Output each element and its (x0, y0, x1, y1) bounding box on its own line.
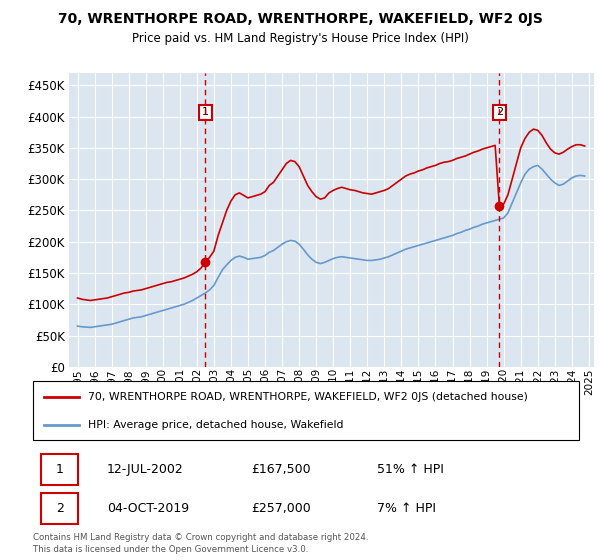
Text: 70, WRENTHORPE ROAD, WRENTHORPE, WAKEFIELD, WF2 0JS: 70, WRENTHORPE ROAD, WRENTHORPE, WAKEFIE… (58, 12, 542, 26)
Text: Contains HM Land Registry data © Crown copyright and database right 2024.
This d: Contains HM Land Registry data © Crown c… (33, 533, 368, 554)
Text: £257,000: £257,000 (251, 502, 311, 515)
Text: 2: 2 (56, 502, 64, 515)
Text: 1: 1 (56, 463, 64, 475)
Text: 7% ↑ HPI: 7% ↑ HPI (377, 502, 436, 515)
FancyBboxPatch shape (41, 455, 79, 486)
Text: Price paid vs. HM Land Registry's House Price Index (HPI): Price paid vs. HM Land Registry's House … (131, 32, 469, 45)
Text: HPI: Average price, detached house, Wakefield: HPI: Average price, detached house, Wake… (88, 420, 343, 430)
Text: 2: 2 (496, 108, 503, 118)
Text: 70, WRENTHORPE ROAD, WRENTHORPE, WAKEFIELD, WF2 0JS (detached house): 70, WRENTHORPE ROAD, WRENTHORPE, WAKEFIE… (88, 392, 527, 402)
Text: 1: 1 (202, 108, 209, 118)
Text: 51% ↑ HPI: 51% ↑ HPI (377, 463, 444, 475)
Text: 12-JUL-2002: 12-JUL-2002 (107, 463, 184, 475)
Text: 04-OCT-2019: 04-OCT-2019 (107, 502, 189, 515)
FancyBboxPatch shape (41, 493, 79, 524)
FancyBboxPatch shape (33, 381, 579, 440)
Text: £167,500: £167,500 (251, 463, 311, 475)
